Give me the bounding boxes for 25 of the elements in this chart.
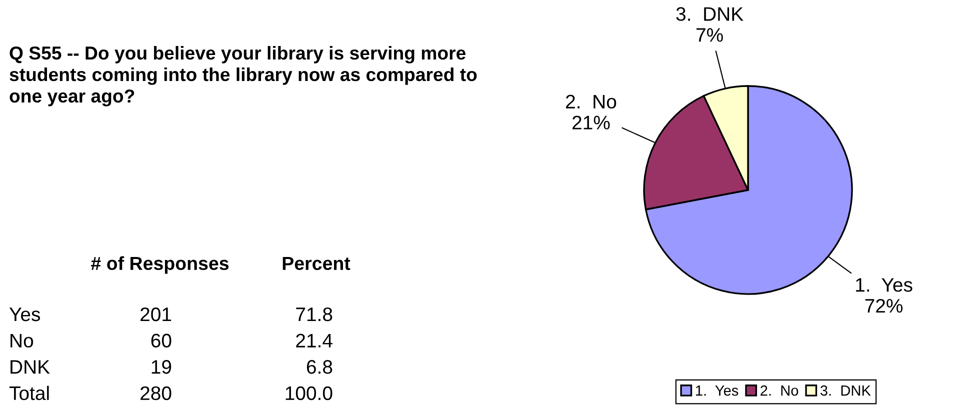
text: Q S55 -- Do you believe your library is serving more students coming into the library now as compared to one year ago?: [10, 46, 477, 106]
text: Total: [9, 386, 49, 400]
legend-label: 1. Yes: [696, 386, 738, 396]
text: Yes: [9, 308, 40, 322]
text: 21.4: [296, 334, 332, 348]
data-label: 72%: [865, 298, 903, 313]
slice-label: 2. No: [566, 94, 616, 109]
slice-label: 3. DNK: [676, 7, 744, 21]
slice-label: 1. Yes: [856, 278, 912, 292]
text: 71.8: [296, 307, 332, 322]
text: 6.8: [306, 360, 332, 374]
data-label: 7%: [696, 28, 723, 42]
text: 60: [151, 334, 172, 348]
text: DNK: [10, 360, 50, 374]
text: 100.0: [286, 386, 332, 400]
text: No: [10, 334, 34, 348]
text: # of Responses: [91, 256, 229, 274]
text: 201: [140, 307, 172, 322]
data-label: 21%: [572, 116, 610, 130]
text: 19: [152, 360, 172, 374]
text: 280: [140, 386, 172, 400]
legend-label: 3. DNK: [820, 385, 871, 396]
text: Percent: [282, 256, 350, 270]
legend-label: 2. No: [760, 385, 798, 396]
pie-slice: [645, 85, 853, 295]
